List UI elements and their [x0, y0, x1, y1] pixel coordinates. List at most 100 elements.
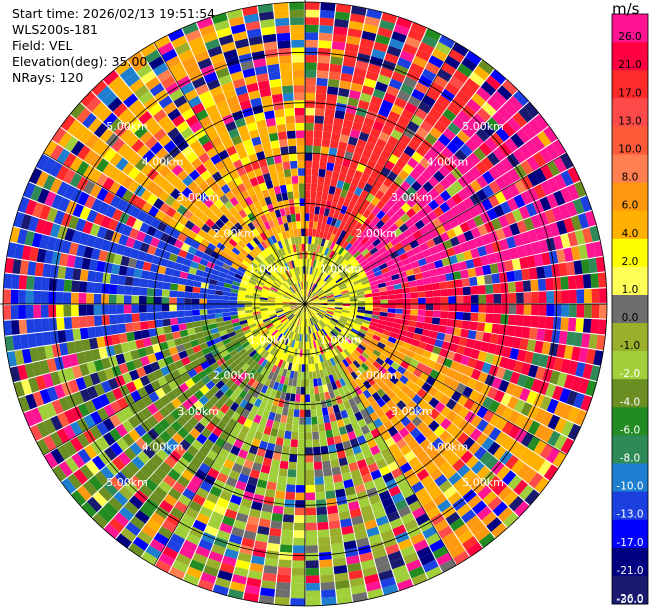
- gate: [305, 32, 319, 41]
- gate: [314, 339, 319, 348]
- gate: [196, 487, 209, 500]
- gate: [452, 42, 469, 57]
- gate: [350, 469, 361, 479]
- gate: [354, 530, 368, 541]
- gate: [322, 273, 329, 281]
- gate: [152, 173, 165, 186]
- gate: [490, 69, 507, 85]
- gate: [489, 263, 499, 274]
- gate: [220, 267, 229, 275]
- gate: [131, 286, 140, 296]
- gate: [328, 444, 337, 454]
- gate: [150, 512, 166, 526]
- colorbar-tick-label: -6.0: [620, 424, 641, 436]
- gate: [194, 350, 205, 359]
- gate: [177, 457, 190, 469]
- gate: [433, 362, 443, 373]
- gate: [457, 363, 468, 374]
- gate: [83, 350, 94, 363]
- gate: [169, 62, 185, 76]
- gate: [280, 70, 293, 79]
- gate: [554, 434, 568, 451]
- gate: [333, 565, 348, 575]
- gate: [308, 281, 311, 290]
- gate: [419, 242, 429, 252]
- gate: [72, 328, 82, 341]
- gate: [175, 553, 192, 567]
- gate: [421, 456, 434, 469]
- gate: [244, 75, 258, 86]
- gate: [363, 23, 379, 34]
- gate: [545, 278, 554, 291]
- gate: [231, 338, 240, 346]
- gate: [148, 328, 158, 337]
- gate: [66, 341, 77, 355]
- gate: [154, 435, 167, 449]
- gate: [83, 246, 94, 259]
- gate: [458, 261, 468, 271]
- gate: [463, 366, 475, 378]
- gate: [315, 314, 322, 320]
- gate: [332, 33, 347, 43]
- azimuth-spoke: [304, 303, 567, 456]
- gate: [90, 411, 103, 425]
- gate: [93, 383, 105, 397]
- gate: [288, 323, 294, 331]
- gate: [362, 338, 371, 345]
- gate: [264, 321, 273, 327]
- gate: [432, 235, 443, 246]
- colorbar-tick-label: -4.0: [620, 396, 641, 408]
- gate: [301, 289, 304, 297]
- gate: [298, 432, 305, 440]
- gate: [367, 134, 379, 146]
- gate: [294, 515, 305, 523]
- gate: [221, 41, 236, 53]
- gate: [357, 99, 370, 110]
- gate: [444, 55, 461, 70]
- gate: [460, 84, 476, 98]
- gate: [204, 334, 214, 342]
- gate: [97, 143, 111, 158]
- gate: [226, 229, 236, 239]
- gate: [247, 221, 256, 231]
- colorbar-bin: [612, 238, 648, 268]
- gate: [340, 409, 349, 419]
- gate: [288, 339, 294, 348]
- gate: [506, 197, 519, 212]
- colorbar-tick-label: 6.0: [622, 200, 639, 212]
- gate: [251, 501, 263, 511]
- gate: [275, 589, 290, 598]
- gate: [323, 264, 330, 273]
- gate: [426, 163, 438, 176]
- gate: [574, 409, 587, 426]
- gate: [264, 257, 272, 265]
- colorbar-tick-label: -1.0: [620, 340, 641, 352]
- gate: [401, 487, 415, 499]
- gate: [135, 259, 145, 270]
- gate: [295, 333, 299, 341]
- gate: [427, 262, 437, 271]
- gate: [318, 168, 326, 178]
- gate: [293, 309, 300, 315]
- gate: [247, 386, 256, 396]
- gate: [215, 341, 225, 349]
- gate: [305, 304, 311, 310]
- gate: [63, 304, 72, 317]
- gate: [327, 78, 340, 88]
- gate: [341, 65, 355, 75]
- gate: [212, 584, 229, 596]
- gate: [193, 234, 204, 244]
- gate: [403, 76, 418, 89]
- gate: [321, 246, 327, 255]
- gate: [186, 151, 198, 164]
- gate: [102, 70, 119, 86]
- gate: [75, 218, 87, 232]
- gate: [318, 430, 327, 440]
- gate: [376, 378, 386, 388]
- gate: [291, 39, 305, 48]
- gate: [86, 281, 95, 293]
- gate: [186, 273, 196, 281]
- gate: [470, 304, 479, 313]
- gate: [294, 236, 299, 245]
- gate: [283, 294, 292, 299]
